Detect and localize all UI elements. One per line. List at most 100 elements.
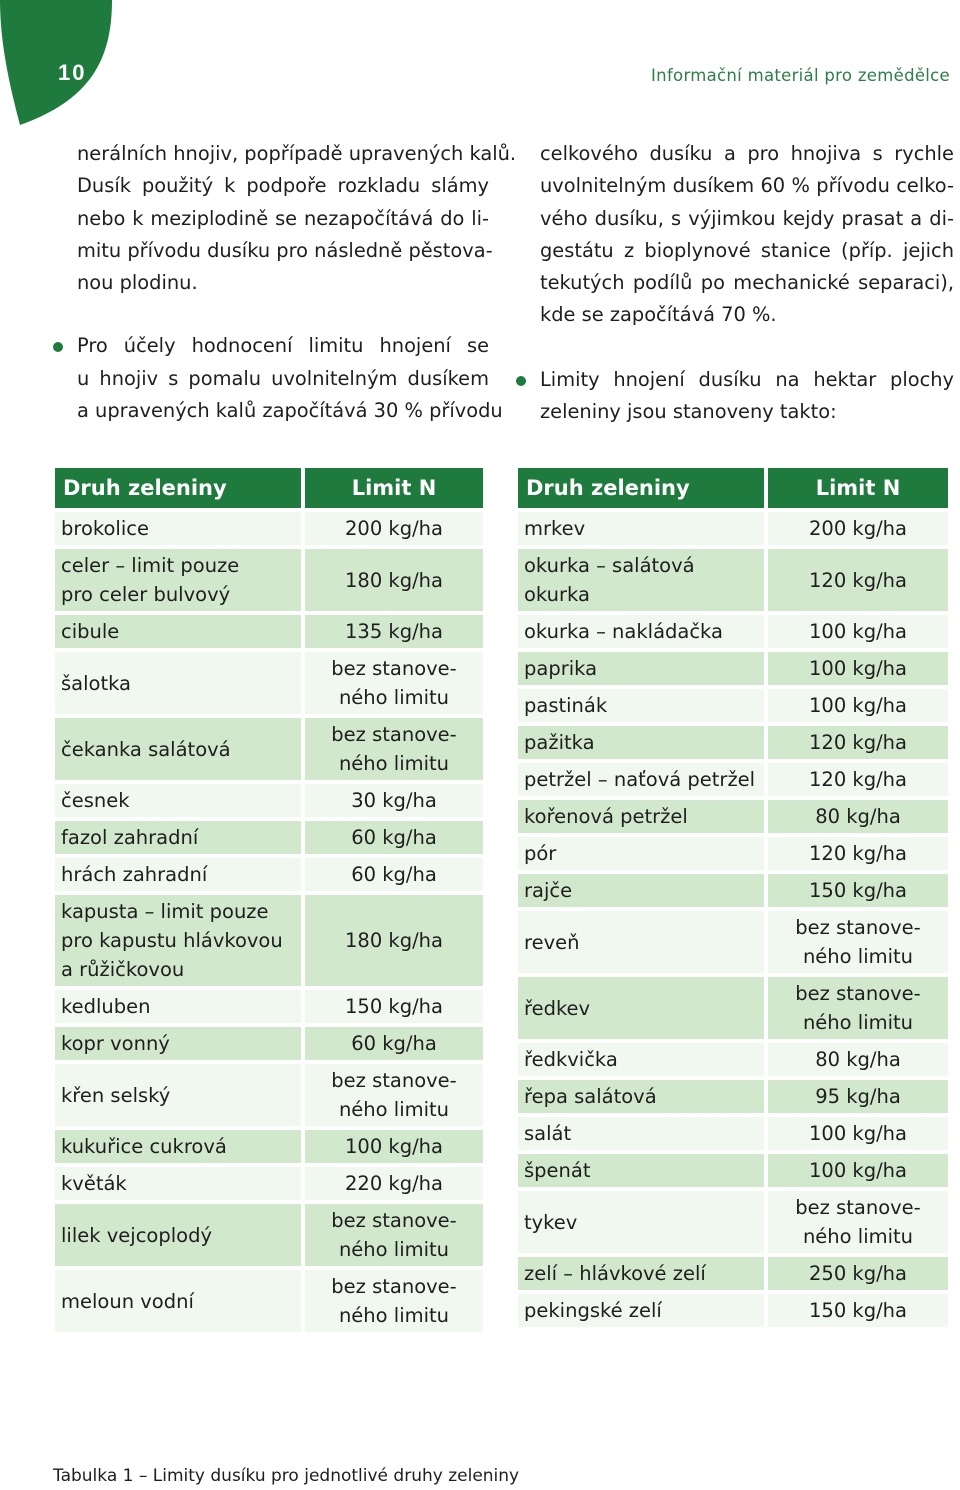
nitrogen-limit-cell: 80 kg/ha [768,1043,948,1076]
vegetable-name-cell: salát [518,1117,764,1150]
cell-text: 150 kg/ha [809,879,907,902]
vegetable-name-cell: ředkvička [518,1043,764,1076]
column-header-vegetable: Druh zeleniny [55,468,301,508]
cell-text: 150 kg/ha [345,995,443,1018]
text-line: kde se započítává 70 %. [540,303,777,327]
vegetable-name-cell: okurka – salátová okurka [518,549,764,611]
cell-text: pastinák [524,694,608,717]
text-line: u hnojiv s pomalu uvolnitelným dusíkem [77,366,489,390]
text-line: vého dusíku, s výjimkou kejdy prasat a d… [540,206,954,230]
running-head: Informační materiál pro zemědělce [651,66,950,85]
cell-text: 80 kg/ha [815,1048,901,1071]
cell-text: česnek [61,789,130,812]
nitrogen-limit-cell: 100 kg/ha [768,1117,948,1150]
nitrogen-limit-cell: 120 kg/ha [768,837,948,870]
cell-text: ného limitu [802,945,914,968]
nitrogen-limit-cell: bez stanove-ného limitu [768,977,948,1039]
nitrogen-limit-cell: 120 kg/ha [768,763,948,796]
nitrogen-limit-cell: 80 kg/ha [768,800,948,833]
nitrogen-limit-cell: bez stanove-ného limitu [768,911,948,973]
cell-text: 120 kg/ha [809,731,907,754]
nitrogen-limit-cell: bez stanove-ného limitu [305,718,483,780]
cell-text: ředkev [524,996,591,1020]
cell-text: šalotka [61,671,132,695]
right-text-column: celkového dusíku a pro hnojiva s rychle … [516,138,954,429]
vegetable-name-cell: rajče [518,874,764,907]
cell-text: paprika [524,657,598,680]
nitrogen-limit-cell: 180 kg/ha [305,895,483,986]
cell-text: pór [524,842,557,865]
cell-text: bez stanove- [331,657,457,680]
cell-text: řepa salátová [524,1085,657,1108]
cell-text: křen selský [61,1083,171,1107]
cell-text: ného limitu [338,1098,450,1121]
cell-text: kořenová petržel [524,805,688,828]
table-row: fazol zahradní 60 kg/ha [55,821,483,854]
cell-text: kapusta – limit pouze [61,900,269,923]
vegetable-name-cell: pastinák [518,689,764,722]
text-line: celkového dusíku a pro hnojiva s rychle [540,142,954,165]
cell-text: 60 kg/ha [351,863,437,886]
table-row: špenát 100 kg/ha [518,1154,948,1187]
text-line: uvolnitelným dusíkem 60 % přívodu celko- [540,174,954,198]
cell-text: a růžičkovou [61,958,185,981]
cell-text: bez stanove- [331,1209,457,1232]
cell-text: 135 kg/ha [345,620,443,643]
nitrogen-limits-table-right: Druh zeleniny Limit N mrkev 200 kg/ha okur… [514,464,952,1331]
nitrogen-limit-cell: 150 kg/ha [305,990,483,1023]
text-line: nerálních hnojiv, popřípadě upravených k… [77,142,517,165]
cell-text: okurka – salátová okurka [524,554,695,606]
nitrogen-limits-table-left: Druh zeleniny Limit N brokolice 200 kg/ha… [51,464,487,1336]
cell-text: bez stanove- [331,723,457,746]
cell-text: pro kapustu hlávkovou [61,929,283,952]
table-row: pekingské zelí 150 kg/ha [518,1294,948,1327]
bullet-paragraph: Limity hnojení dusíku na hektar plochy z… [516,364,954,429]
bullet-dot-icon [53,342,63,353]
cell-text: 100 kg/ha [345,1135,443,1158]
text-line: mitu přívodu dusíku pro následně pěstova… [77,238,493,262]
vegetable-name-cell: řepa salátová [518,1080,764,1113]
cell-text: brokolice [61,517,149,540]
vegetable-name-cell: zelí – hlávkové zelí [518,1257,764,1290]
cell-text: bez stanove- [795,982,921,1005]
table-row: šalotka bez stanove-ného limitu [55,652,483,714]
nitrogen-limit-cell: bez stanove-ného limitu [305,1064,483,1126]
table-row: cibule 135 kg/ha [55,615,483,648]
vegetable-name-cell: kukuřice cukrová [55,1130,301,1163]
cell-text: okurka – nakládačka [524,620,723,643]
cell-text: lilek vejcoplodý [61,1223,212,1247]
cell-text: pro celer bulvový [61,583,231,606]
table-row: lilek vejcoplodý bez stanove-ného limitu [55,1204,483,1266]
cell-text: pekingské zelí [524,1299,662,1322]
cell-text: zelí – hlávkové zelí [524,1262,706,1285]
cell-text: 100 kg/ha [809,657,907,680]
bullet-dot-icon [516,375,526,386]
cell-text: meloun vodní [61,1289,194,1313]
paragraph-continuation: celkového dusíku a pro hnojiva s rychle … [540,138,954,332]
table-row: ředkev bez stanove-ného limitu [518,977,948,1039]
nitrogen-limit-cell: bez stanove-ného limitu [305,1204,483,1266]
table-row: pór 120 kg/ha [518,837,948,870]
vegetable-name-cell: kedluben [55,990,301,1023]
cell-text: kedluben [61,995,151,1018]
cell-text: 60 kg/ha [351,826,437,849]
vegetable-name-cell: meloun vodní [55,1270,301,1332]
text-line: a upravených kalů započítává 30 % přívod… [77,399,503,423]
nitrogen-limit-cell: 100 kg/ha [768,652,948,685]
vegetable-name-cell: tykev [518,1191,764,1253]
nitrogen-limit-cell: 200 kg/ha [768,512,948,545]
vegetable-name-cell: špenát [518,1154,764,1187]
table-row: pažitka 120 kg/ha [518,726,948,759]
cell-text: celer – limit pouze [61,554,240,577]
vegetable-name-cell: ředkev [518,977,764,1039]
table-row: řepa salátová 95 kg/ha [518,1080,948,1113]
vegetable-name-cell: kapusta – limit pouze pro kapustu hlávkov… [55,895,301,986]
vegetable-name-cell: pekingské zelí [518,1294,764,1327]
text-line: zeleniny jsou stanoveny takto: [540,400,837,424]
nitrogen-limit-cell: 100 kg/ha [768,615,948,648]
vegetable-name-cell: petržel – naťová petržel [518,763,764,796]
vegetable-name-cell: paprika [518,652,764,685]
cell-text: 60 kg/ha [351,1032,437,1055]
cell-text: bez stanove- [795,916,921,939]
cell-text: bez stanove- [331,1069,457,1092]
